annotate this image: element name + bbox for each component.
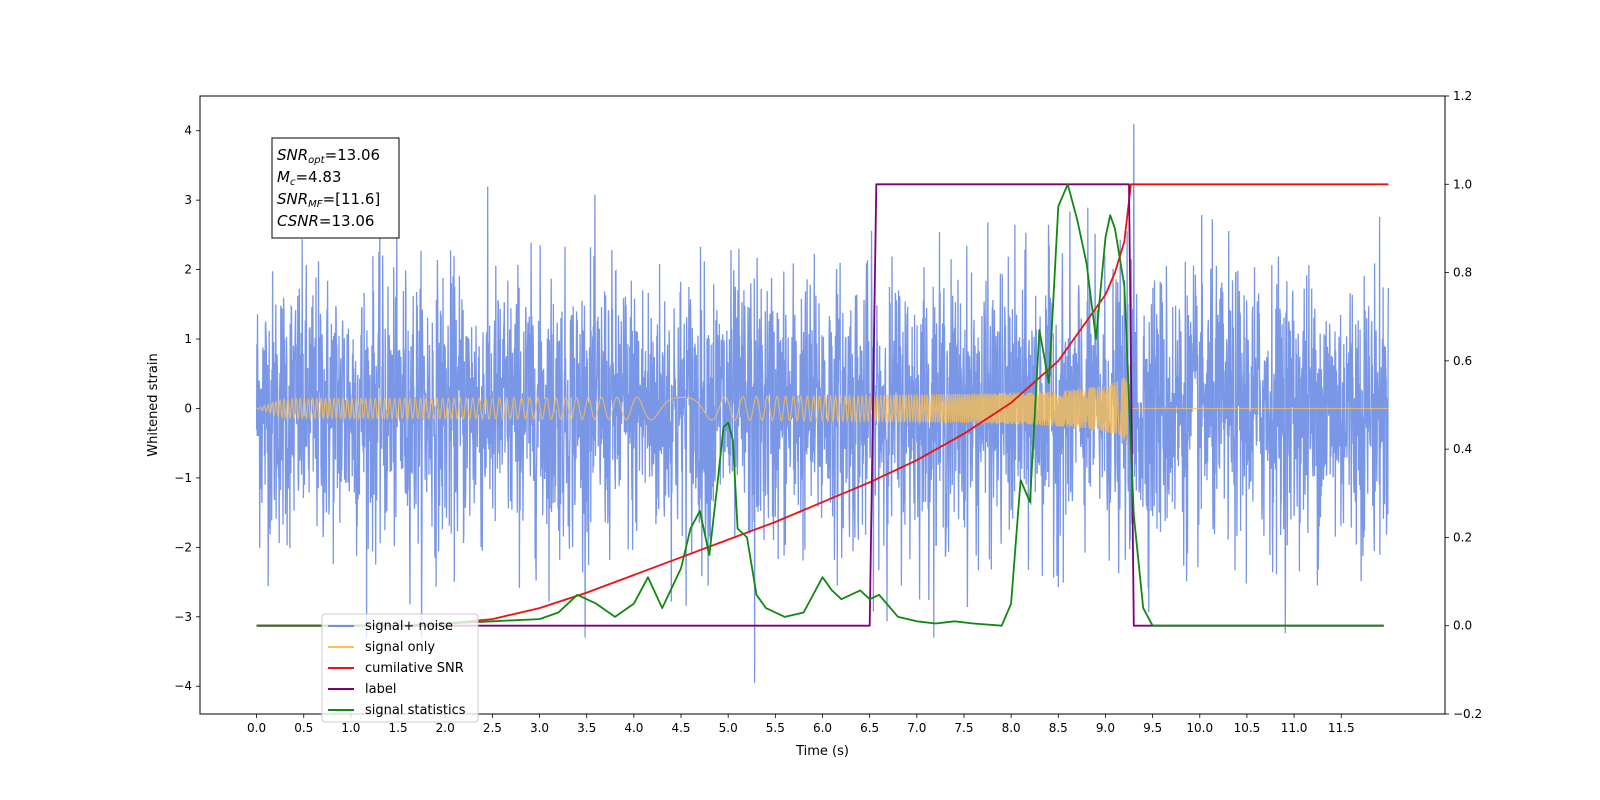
y-tick-label: −3 <box>174 610 192 624</box>
x-tick-label: 5.5 <box>766 721 785 735</box>
series-signal-statistics-line <box>256 183 1384 627</box>
y-tick-label: 4 <box>184 124 192 138</box>
x-tick-label: 1.5 <box>389 721 408 735</box>
x-tick-label: 4.5 <box>671 721 690 735</box>
series-signal-only-line <box>256 364 1389 446</box>
x-tick-label: 2.0 <box>436 721 455 735</box>
y-tick-label: 1 <box>184 332 192 346</box>
x-tick-label: 2.5 <box>483 721 502 735</box>
legend: signal+ noise signal only cumilative SNR la… <box>321 613 479 723</box>
y-tick-label: 0 <box>184 401 192 415</box>
x-tick-label: 11.0 <box>1281 721 1308 735</box>
x-tick-label: 1.0 <box>341 721 360 735</box>
legend-label: cumilative SNR <box>365 661 464 676</box>
annotation-line: CSNR=13.06 <box>277 212 374 230</box>
legend-label: signal+ noise <box>365 619 453 634</box>
y2-tick-label: 0.8 <box>1453 266 1472 280</box>
x-tick-label: 4.0 <box>624 721 643 735</box>
series-signal-noise-line <box>255 123 1390 683</box>
x-tick-label: 5.0 <box>719 721 738 735</box>
y2-tick-label: −0.2 <box>1453 707 1482 721</box>
x-tick-label: 8.0 <box>1002 721 1021 735</box>
y2-tick-label: 1.0 <box>1453 177 1472 191</box>
legend-frame <box>321 613 479 723</box>
annotation-line: SNRMF=[11.6] <box>277 190 380 210</box>
y2-tick-label: 0.0 <box>1453 619 1472 633</box>
x-tick-label: 9.5 <box>1143 721 1162 735</box>
x-tick-label: 7.0 <box>907 721 926 735</box>
axes: 0.0 0.5 1.0 1.5 2.0 2.5 3.0 3.5 4.0 4.5 5.0 5.5 6.0 6… <box>174 89 1482 735</box>
annotation-line: SNRopt=13.06 <box>277 146 380 166</box>
y2-tick-label: 1.2 <box>1453 89 1472 103</box>
x-tick-label: 6.5 <box>860 721 879 735</box>
plot-area <box>255 123 1390 683</box>
x-tick-label: 11.5 <box>1328 721 1355 735</box>
y-tick-label: −4 <box>174 679 192 693</box>
legend-label: signal only <box>365 640 435 655</box>
x-tick-label: 0.5 <box>294 721 313 735</box>
y2-tick-label: 0.2 <box>1453 530 1472 544</box>
y2-tick-label: 0.6 <box>1453 354 1472 368</box>
x-tick-label: 3.0 <box>530 721 549 735</box>
legend-label: label <box>365 682 396 697</box>
annotation-line: Mc=4.83 <box>277 168 341 188</box>
x-tick-label: 10.5 <box>1234 721 1261 735</box>
x-tick-label: 10.0 <box>1186 721 1213 735</box>
x-tick-label: 8.5 <box>1049 721 1068 735</box>
y-tick-label: −1 <box>174 471 192 485</box>
y-tick-label: 2 <box>184 263 192 277</box>
x-tick-label: 0.0 <box>247 721 266 735</box>
y-tick-label: −2 <box>174 540 192 554</box>
annotation-frame <box>271 137 400 239</box>
x-tick-label: 7.5 <box>954 721 973 735</box>
x-tick-label: 6.0 <box>813 721 832 735</box>
y2-tick-label: 0.4 <box>1453 442 1472 456</box>
y-axis-label: Whitened strain <box>146 353 161 456</box>
x-tick-label: 3.5 <box>577 721 596 735</box>
x-axis-label: Time (s) <box>795 744 849 759</box>
x-tick-label: 9.0 <box>1096 721 1115 735</box>
y-tick-label: 3 <box>184 193 192 207</box>
legend-label: signal statistics <box>365 703 466 718</box>
